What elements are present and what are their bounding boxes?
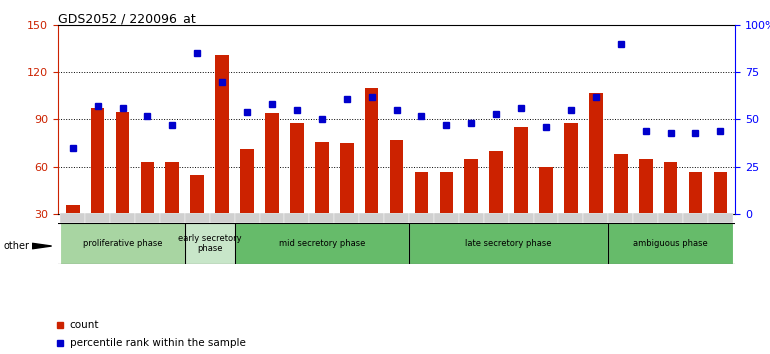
Bar: [409, 223, 608, 264]
Bar: [235, 213, 259, 223]
Bar: [166, 162, 179, 214]
Bar: [490, 151, 503, 214]
Bar: [608, 223, 733, 264]
Bar: [235, 223, 409, 264]
Text: count: count: [69, 320, 99, 330]
Bar: [409, 213, 434, 223]
Bar: [614, 154, 628, 214]
Bar: [384, 213, 409, 223]
Bar: [514, 127, 528, 214]
Bar: [284, 213, 310, 223]
Bar: [66, 205, 79, 214]
Bar: [160, 213, 185, 223]
Bar: [584, 213, 608, 223]
Bar: [539, 167, 553, 214]
Bar: [185, 223, 235, 264]
Bar: [390, 140, 403, 214]
Bar: [639, 159, 652, 214]
Bar: [365, 88, 379, 214]
Bar: [265, 113, 279, 214]
Bar: [434, 213, 459, 223]
Bar: [116, 112, 129, 214]
Bar: [714, 172, 727, 214]
Bar: [85, 213, 110, 223]
Bar: [589, 93, 603, 214]
Bar: [459, 213, 484, 223]
Bar: [534, 213, 558, 223]
Bar: [564, 122, 578, 214]
Text: GDS2052 / 220096_at: GDS2052 / 220096_at: [58, 12, 196, 25]
Bar: [91, 108, 105, 214]
Bar: [216, 55, 229, 214]
Bar: [141, 162, 154, 214]
Bar: [340, 143, 353, 214]
Bar: [633, 213, 658, 223]
Bar: [110, 213, 135, 223]
Text: late secretory phase: late secretory phase: [465, 239, 552, 248]
Bar: [240, 149, 254, 214]
Bar: [414, 172, 428, 214]
Bar: [290, 122, 303, 214]
Bar: [209, 213, 235, 223]
Bar: [484, 213, 509, 223]
Bar: [359, 213, 384, 223]
Text: ambiguous phase: ambiguous phase: [633, 239, 708, 248]
Bar: [334, 213, 359, 223]
Bar: [315, 142, 329, 214]
Bar: [708, 213, 733, 223]
Bar: [440, 172, 454, 214]
Bar: [60, 223, 185, 264]
Bar: [658, 213, 683, 223]
Text: other: other: [4, 241, 30, 251]
Bar: [688, 172, 702, 214]
Text: percentile rank within the sample: percentile rank within the sample: [69, 338, 246, 348]
Bar: [608, 213, 633, 223]
Bar: [60, 213, 85, 223]
Bar: [664, 162, 678, 214]
Bar: [185, 213, 209, 223]
Bar: [464, 159, 478, 214]
Text: mid secretory phase: mid secretory phase: [279, 239, 365, 248]
Bar: [259, 213, 284, 223]
Bar: [135, 213, 160, 223]
Text: early secretory
phase: early secretory phase: [178, 234, 242, 253]
Bar: [558, 213, 584, 223]
Text: proliferative phase: proliferative phase: [82, 239, 162, 248]
Bar: [310, 213, 334, 223]
Bar: [509, 213, 534, 223]
Bar: [190, 175, 204, 214]
Polygon shape: [32, 243, 52, 249]
Bar: [683, 213, 708, 223]
